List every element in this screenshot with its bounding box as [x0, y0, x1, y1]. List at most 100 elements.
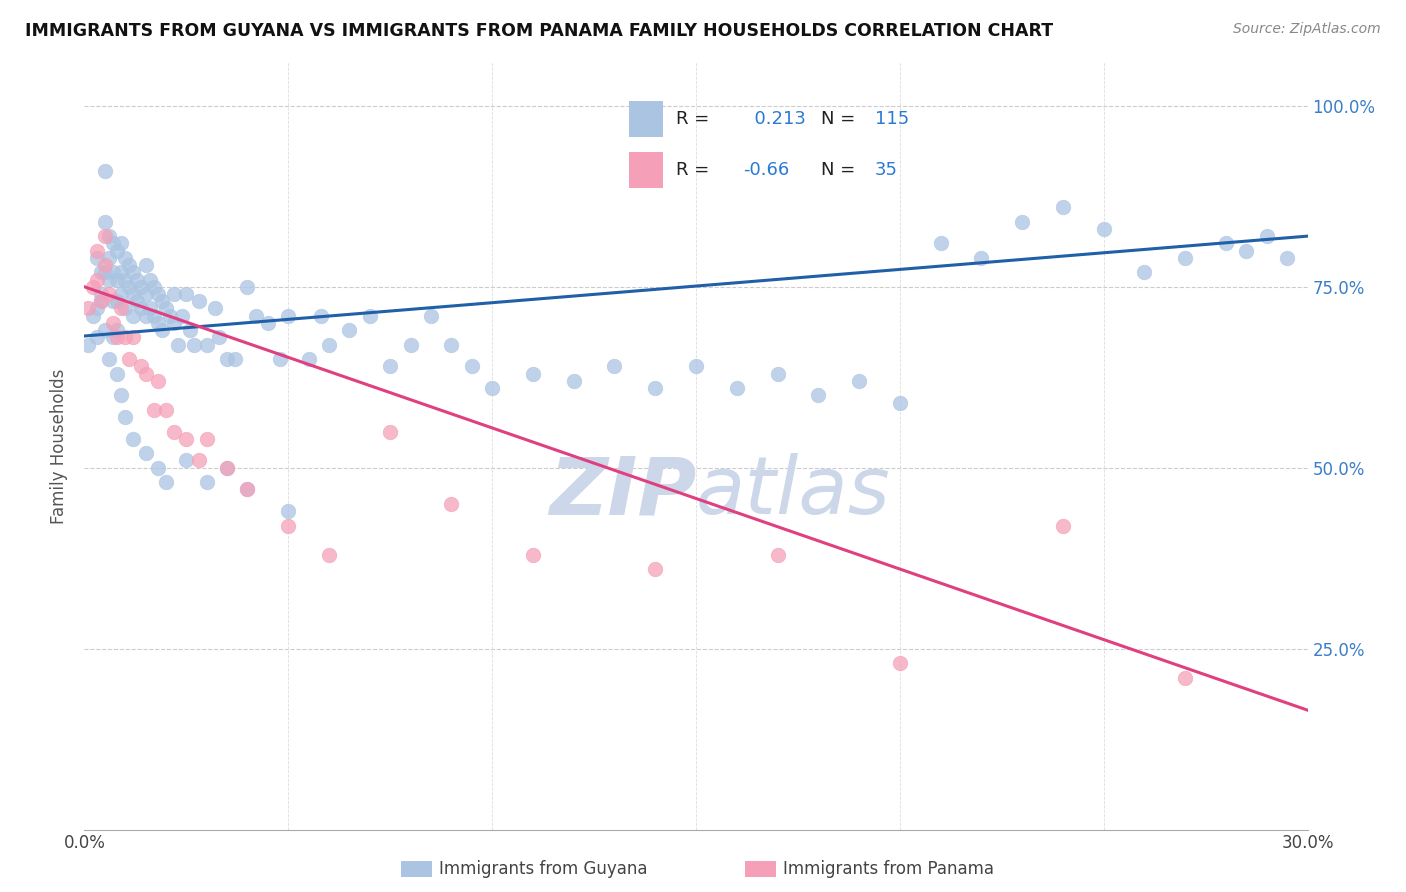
- Point: [187, 453, 209, 467]
- Point: [131, 301, 153, 316]
- Point: [82, 309, 104, 323]
- Point: [122, 287, 145, 301]
- Point: [93, 265, 115, 279]
- Text: 0.213: 0.213: [744, 110, 807, 128]
- Point: [90, 265, 112, 279]
- Point: [481, 381, 503, 395]
- Text: Source: ZipAtlas.com: Source: ZipAtlas.com: [1233, 22, 1381, 37]
- Point: [114, 251, 136, 265]
- Point: [110, 301, 132, 316]
- Point: [150, 294, 173, 309]
- Point: [195, 475, 218, 490]
- Text: ZIP: ZIP: [548, 453, 696, 531]
- Point: [114, 330, 136, 344]
- Point: [1256, 229, 1278, 244]
- Text: 115: 115: [875, 110, 910, 128]
- Point: [889, 395, 911, 409]
- Point: [298, 352, 321, 367]
- Point: [440, 497, 463, 511]
- Point: [97, 251, 120, 265]
- Point: [105, 272, 128, 286]
- Point: [122, 432, 145, 446]
- Point: [766, 548, 789, 562]
- Point: [135, 309, 157, 323]
- Point: [217, 460, 239, 475]
- Point: [142, 309, 165, 323]
- Point: [118, 352, 141, 367]
- Point: [195, 337, 218, 351]
- Text: N =: N =: [821, 110, 860, 128]
- Point: [105, 330, 128, 344]
- Text: atlas: atlas: [696, 453, 891, 531]
- Point: [93, 164, 115, 178]
- Point: [97, 352, 120, 367]
- Point: [183, 337, 205, 351]
- Point: [1052, 200, 1074, 214]
- Point: [318, 548, 340, 562]
- Point: [970, 251, 993, 265]
- Point: [522, 367, 544, 381]
- Point: [135, 258, 157, 272]
- Point: [97, 229, 120, 244]
- Point: [110, 236, 132, 251]
- Point: [105, 367, 128, 381]
- Point: [562, 374, 585, 388]
- Point: [380, 425, 402, 439]
- Point: [105, 294, 128, 309]
- Point: [101, 236, 124, 251]
- Point: [110, 265, 132, 279]
- Point: [82, 280, 104, 294]
- Bar: [628, 101, 662, 136]
- Point: [142, 402, 165, 417]
- Point: [766, 367, 789, 381]
- Point: [101, 265, 124, 279]
- Point: [163, 287, 186, 301]
- Point: [1133, 265, 1156, 279]
- Text: R =: R =: [676, 161, 716, 179]
- Point: [131, 359, 153, 374]
- Text: IMMIGRANTS FROM GUYANA VS IMMIGRANTS FROM PANAMA FAMILY HOUSEHOLDS CORRELATION C: IMMIGRANTS FROM GUYANA VS IMMIGRANTS FRO…: [25, 22, 1053, 40]
- Point: [167, 337, 190, 351]
- Point: [90, 294, 112, 309]
- Point: [359, 309, 381, 323]
- Point: [889, 656, 911, 670]
- Point: [685, 359, 707, 374]
- Point: [929, 236, 952, 251]
- Point: [122, 330, 145, 344]
- Point: [138, 272, 160, 286]
- Point: [440, 337, 463, 351]
- Point: [208, 330, 231, 344]
- Point: [142, 280, 165, 294]
- Y-axis label: Family Households: Family Households: [51, 368, 69, 524]
- Point: [146, 316, 169, 330]
- Point: [236, 483, 259, 497]
- Point: [644, 562, 666, 576]
- Point: [236, 483, 259, 497]
- Point: [217, 352, 239, 367]
- Point: [135, 287, 157, 301]
- Point: [118, 258, 141, 272]
- Point: [155, 301, 177, 316]
- Point: [135, 367, 157, 381]
- Point: [163, 425, 186, 439]
- Point: [172, 309, 194, 323]
- Point: [1092, 222, 1115, 236]
- Point: [245, 309, 267, 323]
- Point: [86, 330, 108, 344]
- Text: -0.66: -0.66: [744, 161, 790, 179]
- Point: [93, 214, 115, 228]
- Point: [277, 504, 299, 518]
- Text: Immigrants from Guyana: Immigrants from Guyana: [439, 860, 647, 878]
- Point: [93, 323, 115, 337]
- Point: [725, 381, 748, 395]
- Point: [131, 280, 153, 294]
- Point: [146, 460, 169, 475]
- Point: [86, 272, 108, 286]
- Point: [1277, 251, 1299, 265]
- Point: [522, 548, 544, 562]
- Point: [174, 453, 197, 467]
- Point: [101, 330, 124, 344]
- Point: [848, 374, 870, 388]
- Text: R =: R =: [676, 110, 716, 128]
- Point: [159, 309, 181, 323]
